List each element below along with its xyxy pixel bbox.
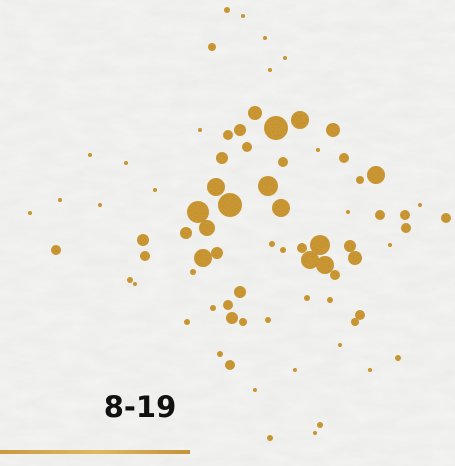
date-label: 8-19 — [104, 390, 177, 424]
gold-rule — [0, 450, 190, 454]
gold-splatter — [28, 7, 451, 441]
